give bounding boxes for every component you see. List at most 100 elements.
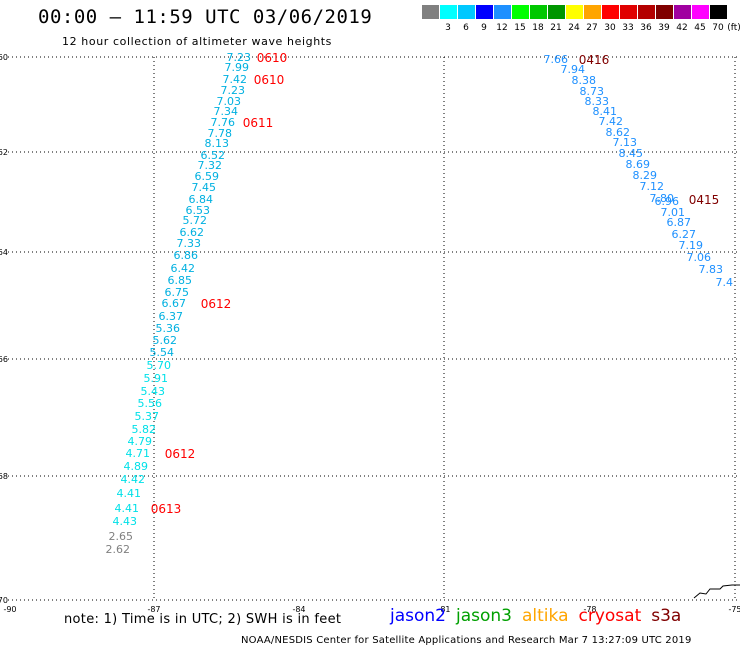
wave-height-value: 8.29 [633,169,658,182]
wave-height-value: 5.70 [147,359,172,372]
colorbar-label: 33 [622,23,634,33]
wave-height-value: 6.84 [189,193,214,206]
wave-height-value: 7.4 [716,276,734,289]
wave-height-value: 2.62 [106,543,131,556]
wave-height-value: 7.99 [225,61,250,74]
wave-height-value: 5.72 [183,214,208,227]
wave-height-value: 2.65 [109,530,134,543]
lon-tick-label: -87 [147,605,160,614]
wave-height-value: 6.62 [180,226,205,239]
colorbar-label: 6 [463,23,469,33]
legend-item-s3a: s3a [651,606,682,626]
wave-height-value: 7.06 [687,251,712,264]
legend-item-jason3: jason3 [456,606,512,626]
colorbar-label: 15 [514,23,526,33]
lon-tick-label: -75 [728,605,740,614]
wave-height-value: 4.41 [117,487,142,500]
wave-height-value: 6.27 [672,228,697,241]
lon-tick-label: -78 [583,605,596,614]
colorbar-swatch [674,5,691,19]
colorbar-label: 39 [658,23,670,33]
wave-height-value: 6.75 [165,286,190,299]
colorbar-swatch [602,5,619,19]
colorbar-unit-label: (ft) [727,23,740,33]
pass-time-label: 0612 [165,447,196,461]
lon-tick-label: -84 [292,605,305,614]
colorbar-swatch [512,5,529,19]
wave-height-value: 7.42 [223,73,248,86]
colorbar-swatch [566,5,583,19]
wave-height-value: 7.01 [661,206,686,219]
wave-height-value: 4.89 [124,460,149,473]
wave-height-value: 8.69 [626,158,651,171]
colorbar-label: 18 [532,23,544,33]
units-note: note: 1) Time is in UTC; 2) SWH is in fe… [64,612,342,627]
axis-ticks: -60 -62 -64 -66 -68 -70-90 -87 -84 -81 -78 -75 [0,53,740,614]
colorbar-label: 70 [712,23,724,33]
legend-item-altika: altika [522,606,569,626]
wave-height-value: 7.83 [699,263,724,276]
lat-tick-label: -64 [0,248,8,257]
wave-height-value: 6.37 [159,310,184,323]
colorbar-swatch [548,5,565,19]
colorbar-swatch [494,5,511,19]
lat-tick-label: -60 [0,53,8,62]
colorbar-label: 12 [496,23,508,33]
wave-height-value: 7.34 [214,105,239,118]
colorbar-swatch [656,5,673,19]
wave-height-value: 4.42 [121,473,146,486]
colorbar-label: 30 [604,23,616,33]
wave-height-value: 7.78 [208,127,233,140]
wave-height-value: 7.76 [211,116,236,129]
wave-height-value: 7.23 [221,84,246,97]
wave-height-value: 6.53 [186,204,211,217]
graticule-grid [8,56,740,601]
wave-height-value: 7.13 [613,136,638,149]
pass-time-label: 0416 [579,53,610,67]
wave-height-value: 7.45 [192,181,217,194]
colorbar-label: 45 [694,23,706,33]
wave-height-value: 7.19 [679,239,704,252]
map-title: 00:00 – 11:59 UTC 03/06/2019 [38,6,373,28]
wave-height-value: 6.86 [174,249,199,262]
legend-item-cryosat: cryosat [578,606,642,626]
colorbar-swatch [584,5,601,19]
wave-height-value: 6.87 [667,216,692,229]
credit-footer: NOAA/NESDIS Center for Satellite Applica… [241,635,692,646]
wave-height-value: 4.41 [115,502,140,515]
colorbar-swatch [620,5,637,19]
wave-height-value: 5.62 [153,334,178,347]
wave-height-value: 6.42 [171,262,196,275]
wave-height-value: 5.91 [144,372,169,385]
wave-height-value: 7.23 [227,51,252,64]
wave-height-value: 6.59 [195,170,220,183]
pass-time-label: 0610 [257,51,288,65]
pass-time-label: 0415 [689,193,720,207]
wave-height-value: 8.45 [619,147,644,160]
pass-time-label: 0610 [254,73,285,87]
wave-height-value: 8.62 [606,126,631,139]
pass-time-label: 0611 [243,116,274,130]
lat-tick-label: -68 [0,472,8,481]
lon-tick-label: -81 [437,605,450,614]
pass-time-label: 0612 [201,297,232,311]
map-subtitle: 12 hour collection of altimeter wave hei… [62,35,333,48]
colorbar-label: 9 [481,23,487,33]
colorbar-swatch [710,5,727,19]
wave-height-value: 5.43 [141,385,166,398]
wave-height-value: 8.33 [585,95,610,108]
wave-height-value: 5.37 [135,410,160,423]
colorbar-label: 36 [640,23,652,33]
colorbar-swatch [458,5,475,19]
pass-time-label: 0613 [151,502,182,516]
colorbar-swatch [476,5,493,19]
wave-height-value: 5.56 [138,397,163,410]
colorbar-swatch [422,5,439,19]
wave-height-value: 6.67 [162,297,187,310]
wave-height-value: 8.73 [580,85,605,98]
wave-height-value: 8.41 [593,105,618,118]
colorbar-label: 3 [445,23,451,33]
wave-height-value: 5.36 [156,322,181,335]
wave-height-value: 6.52 [201,149,226,162]
